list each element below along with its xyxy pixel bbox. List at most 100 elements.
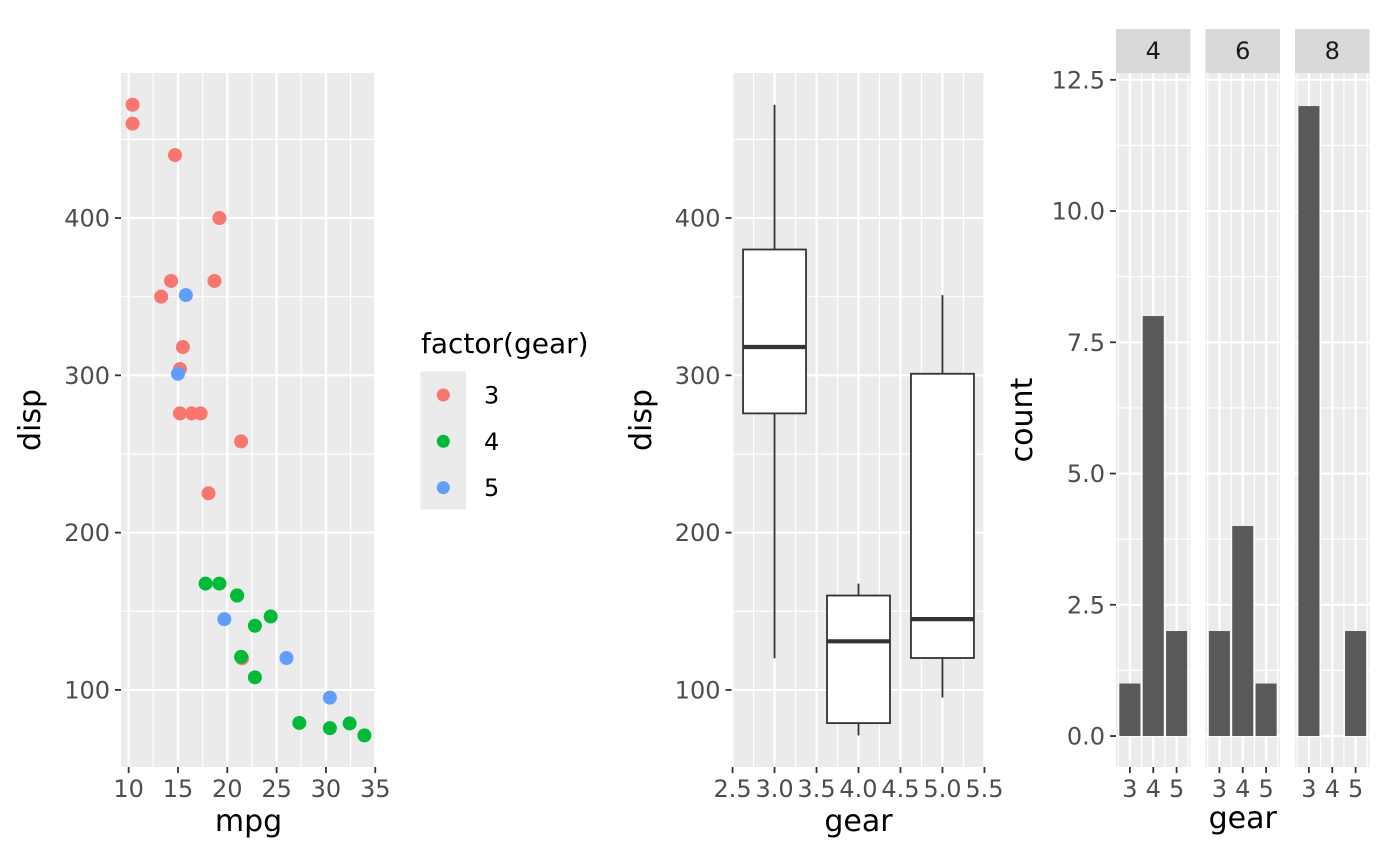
y-tick-label: 7.5 <box>1067 329 1105 357</box>
scatter-point-gear-4 <box>342 716 357 731</box>
x-tick-label: 4 <box>1146 775 1161 803</box>
bar-gear-3-cyl-6 <box>1208 631 1230 737</box>
x-axis: 10 15 20 25 30 35 <box>113 767 391 803</box>
x-axis: 2.5 3.0 3.5 4.0 4.5 5.0 5.5 <box>713 767 1004 803</box>
legend-label: 3 <box>484 382 499 410</box>
y-axis: 0.0 2.5 5.0 7.5 10.0 12.5 <box>1052 66 1116 751</box>
scatter-point-gear-3 <box>125 116 140 131</box>
legend-key-dot-4 <box>436 434 450 448</box>
scatter-point-gear-3 <box>193 406 208 421</box>
y-tick-label: 0.0 <box>1067 723 1105 751</box>
bar-gear-5-cyl-6 <box>1255 683 1277 737</box>
scatter-points <box>125 97 372 743</box>
x-tick-label: 5 <box>1169 775 1184 803</box>
scatter-point-gear-5 <box>217 612 232 627</box>
boxplot-chart: 2.5 3.0 3.5 4.0 4.5 5.0 5.5 100 200 300 400 gear dis… <box>624 73 1004 839</box>
bar-gear-5-cyl-8 <box>1345 631 1367 737</box>
legend: factor(gear) 3 4 5 <box>420 327 589 510</box>
facet-strip <box>1295 29 1370 73</box>
scatter-point-gear-5 <box>170 366 185 381</box>
x-tick-label: 35 <box>360 775 391 803</box>
y-axis: 100 200 300 400 <box>64 205 121 704</box>
y-tick-label: 5.0 <box>1067 460 1105 488</box>
scatter-point-gear-3 <box>234 434 249 449</box>
x-tick-label: 3.5 <box>797 775 835 803</box>
y-tick-label: 2.5 <box>1067 591 1105 619</box>
y-tick-label: 300 <box>64 362 110 390</box>
facet-strip-label: 4 <box>1146 37 1161 65</box>
x-tick-label: 4 <box>1325 775 1340 803</box>
y-tick-label: 400 <box>64 205 110 233</box>
x-tick-label: 4.0 <box>839 775 877 803</box>
y-tick-label: 200 <box>675 519 721 547</box>
bar-facet-panel-8: 8 3 4 5 <box>1295 29 1370 803</box>
bar-gear-4-cyl-6 <box>1232 526 1254 737</box>
panel-background <box>121 73 376 767</box>
scatter-point-gear-4 <box>247 618 262 633</box>
bars <box>1119 316 1188 737</box>
scatter-point-gear-3 <box>168 148 183 163</box>
scatter-chart: 10 15 20 25 30 35 100 200 300 400 mpg disp <box>13 73 391 839</box>
y-tick-label: 100 <box>675 676 721 704</box>
faceted-bar-chart: 43 4 563 4 583 4 50.02.55.07.510.012.5gearcoun… <box>1005 29 1370 836</box>
x-axis-title-gear: gear <box>824 804 893 839</box>
x-tick-label: 25 <box>261 775 292 803</box>
gridlines <box>121 73 377 767</box>
legend-key-dot-3 <box>436 388 450 402</box>
bar-gear-3-cyl-8 <box>1298 106 1320 737</box>
legend-key-dot-5 <box>436 481 450 495</box>
box-iqr <box>826 594 891 725</box>
x-tick-label: 3 <box>1301 775 1316 803</box>
scatter-point-gear-4 <box>292 715 307 730</box>
scatter-point-gear-4 <box>230 588 245 603</box>
y-tick-label: 200 <box>64 519 110 547</box>
scatter-point-gear-4 <box>212 576 227 591</box>
scatter-point-gear-4 <box>322 721 337 736</box>
bar-gear-4-cyl-4 <box>1142 316 1164 737</box>
box-gear-3 <box>742 104 807 659</box>
legend-label: 5 <box>484 474 499 502</box>
y-axis-title-disp: disp <box>624 389 659 451</box>
box-iqr <box>742 248 807 415</box>
x-tick-label: 10 <box>113 775 144 803</box>
x-tick-label: 3.0 <box>755 775 793 803</box>
y-tick-label: 12.5 <box>1052 66 1105 94</box>
y-tick-label: 300 <box>675 362 721 390</box>
bars <box>1208 526 1277 737</box>
scatter-point-gear-3 <box>172 406 187 421</box>
scatter-point-gear-3 <box>207 273 222 288</box>
box-gear-4 <box>826 583 891 736</box>
x-tick-label: 5.0 <box>923 775 961 803</box>
x-tick-label: 3 <box>1212 775 1227 803</box>
box-gear-5 <box>910 295 975 698</box>
scatter-point-gear-4 <box>234 649 249 664</box>
y-axis-title-count: count <box>1005 377 1040 462</box>
scatter-point-gear-5 <box>279 650 294 665</box>
x-tick-label: 15 <box>163 775 194 803</box>
box-iqr <box>910 372 975 659</box>
y-tick-label: 100 <box>64 676 110 704</box>
facet-strip <box>1116 29 1191 73</box>
scatter-point-gear-4 <box>247 670 262 685</box>
scatter-point-gear-4 <box>198 576 213 591</box>
y-tick-label: 10.0 <box>1052 198 1105 226</box>
bar-gear-5-cyl-4 <box>1166 631 1188 737</box>
facet-strip <box>1205 29 1280 73</box>
scatter-point-gear-3 <box>212 211 227 226</box>
x-axis-title-gear: gear <box>1209 801 1278 836</box>
x-tick-label: 5.5 <box>965 775 1003 803</box>
scatter-point-gear-5 <box>322 690 337 705</box>
y-tick-label: 400 <box>675 205 721 233</box>
y-axis-title-disp: disp <box>13 389 48 451</box>
scatter-point-gear-4 <box>357 728 372 743</box>
x-tick-label: 5 <box>1348 775 1363 803</box>
x-tick-label: 20 <box>212 775 243 803</box>
bar-facet-panel-4: 43 4 5 <box>1116 29 1191 803</box>
scatter-point-gear-3 <box>154 289 169 304</box>
legend-title: factor(gear) <box>421 327 589 360</box>
x-tick-label: 2.5 <box>713 775 751 803</box>
